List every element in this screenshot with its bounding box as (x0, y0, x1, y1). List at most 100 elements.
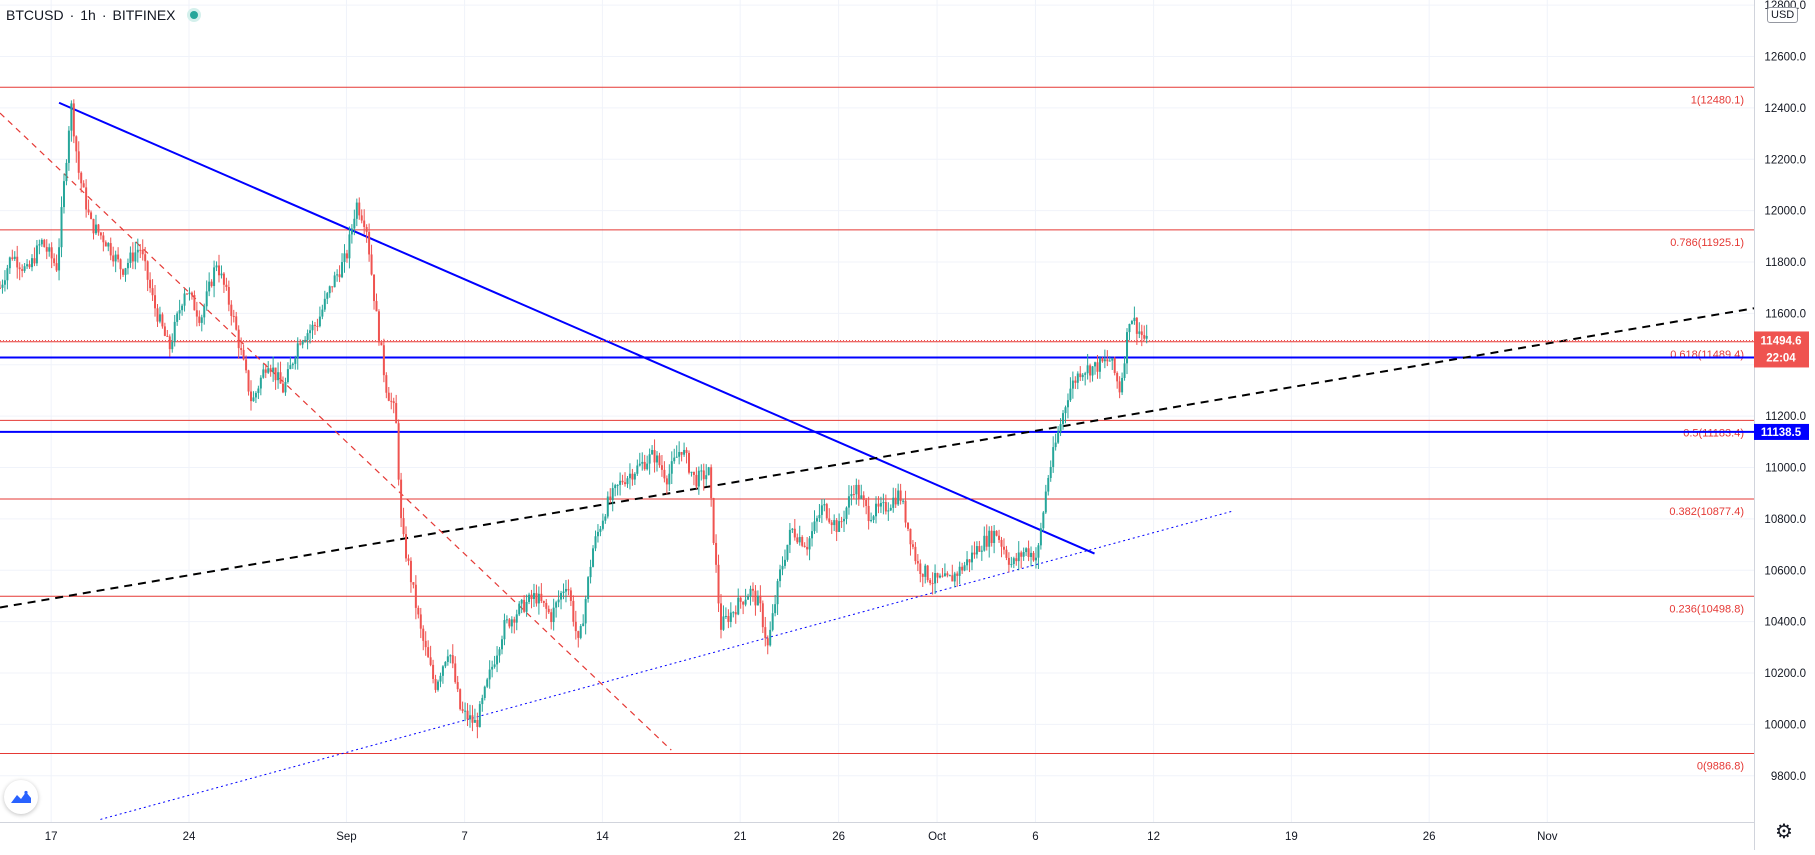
price-tick-label: 12200.0 (1764, 154, 1806, 166)
candle-body (215, 265, 218, 268)
candle-body (1049, 467, 1052, 478)
candle-body (653, 450, 656, 463)
candle-body (1, 284, 4, 288)
candle-body (277, 372, 280, 381)
market-status-dot-icon (189, 11, 198, 19)
candle-body (104, 242, 107, 247)
candle-body (766, 638, 769, 646)
candle-body (422, 628, 425, 641)
grid (0, 0, 1754, 822)
candle-body (493, 664, 496, 667)
candle-body (695, 474, 698, 487)
candle-body (1143, 335, 1146, 339)
candle-body (99, 232, 102, 236)
candle-body (776, 581, 779, 605)
candle-body (203, 306, 206, 318)
symbol-name[interactable]: BTCUSD (6, 7, 64, 23)
candle-body (1062, 413, 1065, 425)
gear-icon[interactable]: ⚙ (1775, 821, 1793, 843)
candle-body (139, 249, 142, 251)
candle-body (636, 465, 639, 474)
candle-body (638, 463, 641, 466)
candle-body (412, 582, 415, 585)
candle-body (168, 336, 171, 350)
trendline-dashed-black (0, 307, 1755, 609)
candle-body (788, 529, 791, 545)
fib-level-label: 1(12480.1) (1691, 94, 1744, 106)
candle-body (1123, 363, 1126, 378)
candle-body (557, 599, 560, 603)
candle-body (993, 530, 996, 544)
price-tick-label: 11800.0 (1765, 257, 1806, 269)
candle-body (929, 580, 932, 584)
candle-body (633, 473, 636, 480)
candle-body (35, 245, 38, 264)
candle-body (291, 363, 294, 366)
candle-body (550, 612, 553, 623)
candle-body (941, 575, 944, 577)
candle-body (717, 564, 720, 604)
candle-body (680, 451, 683, 455)
candle-body (904, 500, 907, 523)
candle-body (572, 600, 575, 622)
candle-body (1116, 372, 1119, 382)
interval-label[interactable]: 1h (80, 7, 96, 23)
candle-body (500, 639, 503, 650)
candle-body (1064, 407, 1067, 414)
candle-body (545, 602, 548, 609)
candle-body (643, 461, 646, 470)
candle-body (395, 403, 398, 424)
candle-body (1057, 431, 1060, 443)
candle-body (318, 316, 321, 327)
price-tick-label: 11200.0 (1765, 411, 1806, 423)
time-tick-label: 7 (461, 831, 467, 843)
candle-body (658, 455, 661, 466)
candle-body (28, 264, 31, 268)
price-tick-label: 10800.0 (1764, 514, 1806, 526)
candle-body (1118, 381, 1121, 393)
price-tick-label: 11000.0 (1765, 463, 1806, 475)
candle-body (628, 473, 631, 479)
candle-body (173, 321, 176, 342)
candle-body (1091, 366, 1094, 376)
candle-body (973, 552, 976, 555)
candle-body (242, 349, 245, 360)
candle-body (838, 521, 841, 532)
candle-body (783, 559, 786, 566)
candle-body (764, 627, 767, 639)
candle-body (360, 215, 363, 221)
candle-body (1005, 549, 1008, 558)
candle-body (1034, 557, 1037, 561)
candle-body (370, 254, 373, 275)
candle-body (368, 231, 371, 255)
price-tick-label: 12600.0 (1764, 52, 1806, 64)
candle-body (183, 293, 186, 306)
candle-body (13, 256, 16, 259)
candle-body (269, 368, 272, 372)
candle-body (865, 499, 868, 506)
candle-body (294, 358, 297, 364)
candle-body (697, 470, 700, 487)
candle-body (582, 623, 585, 627)
candle-body (739, 597, 742, 602)
candle-body (316, 325, 319, 327)
candle-body (769, 629, 772, 646)
candle-body (424, 640, 427, 648)
currency-label[interactable]: USD (1767, 7, 1799, 23)
candle-body (840, 521, 843, 523)
candle-body (796, 537, 799, 543)
candle-body (1069, 388, 1072, 401)
candle-body (724, 615, 727, 617)
candle-body (707, 467, 710, 476)
candle-body (129, 252, 132, 263)
candle-body (577, 631, 580, 638)
candle-body (210, 281, 213, 287)
tradingview-logo-icon[interactable] (4, 780, 38, 814)
candle-body (230, 304, 233, 316)
candle-body (626, 478, 629, 485)
candle-body (365, 227, 368, 232)
candle-body (503, 620, 506, 640)
